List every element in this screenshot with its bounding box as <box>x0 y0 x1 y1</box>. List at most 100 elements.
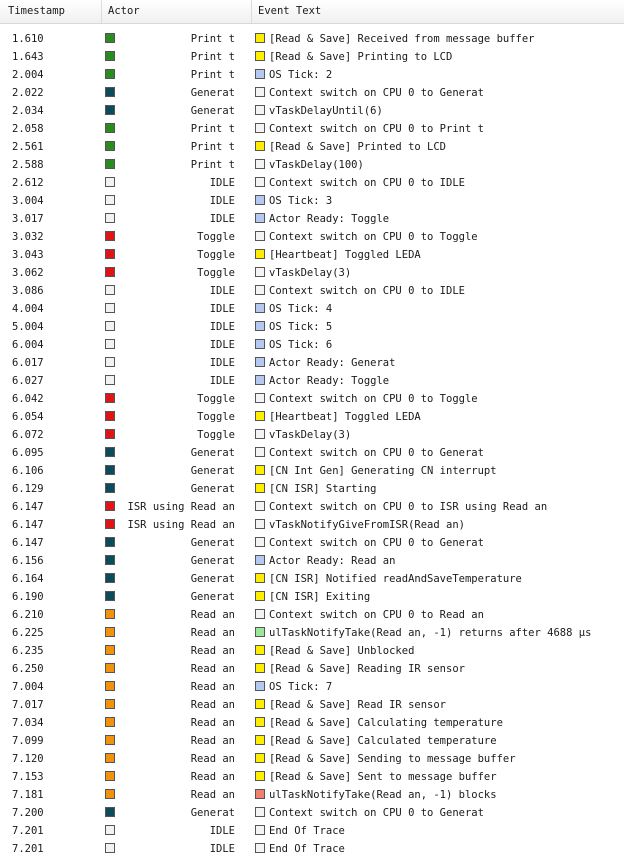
table-row[interactable]: 2.612 IDLE Context switch on CPU 0 to IDLE <box>0 174 624 192</box>
actor-color-swatch <box>105 339 115 349</box>
timestamp-cell: 3.017 <box>12 213 44 225</box>
table-row[interactable]: 6.147 ISR using Read an vTaskNotifyGiveFro… <box>0 516 624 534</box>
event-text-cell: Context switch on CPU 0 to Generat <box>269 87 484 99</box>
table-row[interactable]: 6.156 Generat Actor Ready: Read an <box>0 552 624 570</box>
event-text-cell: Context switch on CPU 0 to IDLE <box>269 177 465 189</box>
table-row[interactable]: 2.034 Generat vTaskDelayUntil(6) <box>0 102 624 120</box>
event-color-swatch <box>255 105 265 115</box>
actor-color-swatch <box>105 789 115 799</box>
timestamp-cell: 1.610 <box>12 33 44 45</box>
event-color-swatch <box>255 555 265 565</box>
table-row[interactable]: 4.004 IDLE OS Tick: 4 <box>0 300 624 318</box>
table-row[interactable]: 6.054 Toggle [Heartbeat] Toggled LEDA <box>0 408 624 426</box>
table-row[interactable]: 2.561 Print t [Read & Save] Printed to LCD <box>0 138 624 156</box>
table-row[interactable]: 3.004 IDLE OS Tick: 3 <box>0 192 624 210</box>
actor-name-cell: IDLE <box>209 375 235 387</box>
table-row[interactable]: 6.164 Generat [CN ISR] Notified readAndSav… <box>0 570 624 588</box>
table-row[interactable]: 7.153 Read an [Read & Save] Sent to messag… <box>0 768 624 786</box>
timestamp-column-header[interactable]: Timestamp <box>0 0 102 23</box>
event-color-swatch <box>255 681 265 691</box>
event-color-swatch <box>255 321 265 331</box>
table-row[interactable]: 6.147 ISR using Read an Context switch on … <box>0 498 624 516</box>
actor-name-cell: ISR using Read an <box>127 501 235 513</box>
actor-color-swatch <box>105 411 115 421</box>
actor-name-cell: Read an <box>190 627 235 639</box>
event-color-swatch <box>255 519 265 529</box>
table-row[interactable]: 7.099 Read an [Read & Save] Calculated tem… <box>0 732 624 750</box>
table-row[interactable]: 1.643 Print t [Read & Save] Printing to LC… <box>0 48 624 66</box>
actor-color-swatch <box>105 825 115 835</box>
table-row[interactable]: 7.004 Read an OS Tick: 7 <box>0 678 624 696</box>
table-row[interactable]: 6.210 Read an Context switch on CPU 0 to R… <box>0 606 624 624</box>
actor-color-swatch <box>105 519 115 529</box>
table-row[interactable]: 6.250 Read an [Read & Save] Reading IR sen… <box>0 660 624 678</box>
event-color-swatch <box>255 303 265 313</box>
actor-name-cell: Toggle <box>197 393 235 405</box>
event-text-cell: Context switch on CPU 0 to ISR using Rea… <box>269 501 548 513</box>
table-row[interactable]: 5.004 IDLE OS Tick: 5 <box>0 318 624 336</box>
table-row[interactable]: 6.147 Generat Context switch on CPU 0 to G… <box>0 534 624 552</box>
actor-name-cell: Generat <box>190 807 235 819</box>
table-row[interactable]: 2.058 Print t Context switch on CPU 0 to P… <box>0 120 624 138</box>
table-row[interactable]: 6.190 Generat [CN ISR] Exiting <box>0 588 624 606</box>
event-text-cell: [Read & Save] Printing to LCD <box>269 51 453 63</box>
event-color-swatch <box>255 789 265 799</box>
event-text-cell: vTaskDelay(3) <box>269 267 352 279</box>
table-row[interactable]: 2.022 Generat Context switch on CPU 0 to G… <box>0 84 624 102</box>
table-body: 1.610 Print t [Read & Save] Received from … <box>0 30 624 858</box>
event-text-cell: Context switch on CPU 0 to Print t <box>269 123 484 135</box>
table-row[interactable]: 3.086 IDLE Context switch on CPU 0 to IDLE <box>0 282 624 300</box>
table-row[interactable]: 3.032 Toggle Context switch on CPU 0 to To… <box>0 228 624 246</box>
table-row[interactable]: 7.201 IDLE End Of Trace <box>0 822 624 840</box>
table-row[interactable]: 7.120 Read an [Read & Save] Sending to mes… <box>0 750 624 768</box>
table-row[interactable]: 3.062 Toggle vTaskDelay(3) <box>0 264 624 282</box>
table-row[interactable]: 6.042 Toggle Context switch on CPU 0 to To… <box>0 390 624 408</box>
actor-color-swatch <box>105 681 115 691</box>
actor-name-cell: Print t <box>190 123 235 135</box>
table-row[interactable]: 2.004 Print t OS Tick: 2 <box>0 66 624 84</box>
actor-name-cell: Read an <box>190 663 235 675</box>
table-row[interactable]: 3.017 IDLE Actor Ready: Toggle <box>0 210 624 228</box>
actor-column-header[interactable]: Actor <box>102 0 252 23</box>
timestamp-cell: 7.034 <box>12 717 44 729</box>
event-text-cell: Context switch on CPU 0 to Read an <box>269 609 484 621</box>
table-row[interactable]: 6.017 IDLE Actor Ready: Generat <box>0 354 624 372</box>
table-row[interactable]: 6.027 IDLE Actor Ready: Toggle <box>0 372 624 390</box>
table-row[interactable]: 2.588 Print t vTaskDelay(100) <box>0 156 624 174</box>
table-row[interactable]: 6.004 IDLE OS Tick: 6 <box>0 336 624 354</box>
table-row[interactable]: 7.201 IDLE End Of Trace <box>0 840 624 858</box>
table-row[interactable]: 1.610 Print t [Read & Save] Received from … <box>0 30 624 48</box>
actor-color-swatch <box>105 195 115 205</box>
timestamp-cell: 3.032 <box>12 231 44 243</box>
table-row[interactable]: 7.017 Read an [Read & Save] Read IR sensor <box>0 696 624 714</box>
actor-color-swatch <box>105 699 115 709</box>
event-text-cell: OS Tick: 2 <box>269 69 333 81</box>
event-text-column-header[interactable]: Event Text <box>258 5 322 17</box>
actor-name-cell: Print t <box>190 159 235 171</box>
table-row[interactable]: 6.072 Toggle vTaskDelay(3) <box>0 426 624 444</box>
actor-name-cell: Generat <box>190 537 235 549</box>
table-row[interactable]: 7.200 Generat Context switch on CPU 0 to G… <box>0 804 624 822</box>
actor-name-cell: IDLE <box>209 195 235 207</box>
timestamp-cell: 7.201 <box>12 825 44 837</box>
timestamp-cell: 3.004 <box>12 195 44 207</box>
table-row[interactable]: 6.129 Generat [CN ISR] Starting <box>0 480 624 498</box>
event-color-swatch <box>255 645 265 655</box>
event-text-cell: Actor Ready: Read an <box>269 555 396 567</box>
event-text-cell: OS Tick: 3 <box>269 195 333 207</box>
actor-name-cell: IDLE <box>209 357 235 369</box>
actor-name-cell: ISR using Read an <box>127 519 235 531</box>
table-row[interactable]: 7.034 Read an [Read & Save] Calculating te… <box>0 714 624 732</box>
table-row[interactable]: 3.043 Toggle [Heartbeat] Toggled LEDA <box>0 246 624 264</box>
table-row[interactable]: 6.095 Generat Context switch on CPU 0 to G… <box>0 444 624 462</box>
event-text-cell: [CN ISR] Exiting <box>269 591 371 603</box>
table-row[interactable]: 6.235 Read an [Read & Save] Unblocked <box>0 642 624 660</box>
actor-name-cell: Read an <box>190 699 235 711</box>
event-text-cell: Context switch on CPU 0 to IDLE <box>269 285 465 297</box>
event-color-swatch <box>255 231 265 241</box>
table-row[interactable]: 6.225 Read an ulTaskNotifyTake(Read an, -1… <box>0 624 624 642</box>
timestamp-cell: 2.612 <box>12 177 44 189</box>
table-row[interactable]: 7.181 Read an ulTaskNotifyTake(Read an, -1… <box>0 786 624 804</box>
table-row[interactable]: 6.106 Generat [CN Int Gen] Generating CN i… <box>0 462 624 480</box>
